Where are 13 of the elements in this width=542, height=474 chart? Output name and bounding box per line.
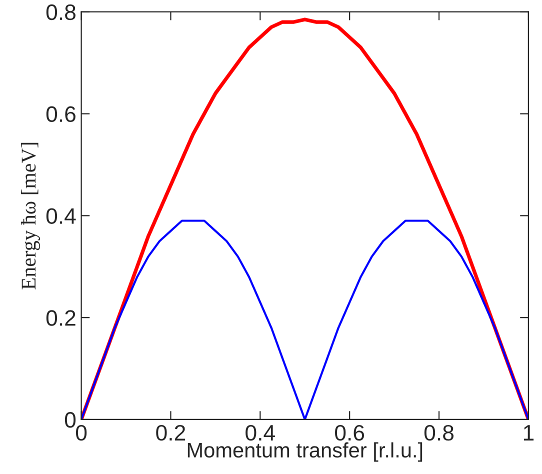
x-tick-label: 1	[524, 425, 534, 440]
y-tick-label: 0	[64, 412, 76, 428]
y-tick-label: 0.4	[46, 208, 76, 224]
y-tick-label: 0.2	[46, 310, 76, 326]
x-tick-label: 0.8	[424, 424, 454, 441]
x-tick-label: 0	[76, 424, 87, 441]
y-tick-label: 0.8	[46, 4, 76, 20]
x-axis-title: Momentum transfer [r.l.u.]	[188, 442, 422, 462]
x-tick-label: 0.4	[246, 424, 275, 441]
y-tick-label: 0.6	[46, 106, 76, 122]
y-axis-title: Energy ħω [meV]	[21, 142, 40, 290]
x-tick-label: 0.6	[335, 424, 364, 441]
x-tick-label: 0.2	[156, 424, 186, 441]
